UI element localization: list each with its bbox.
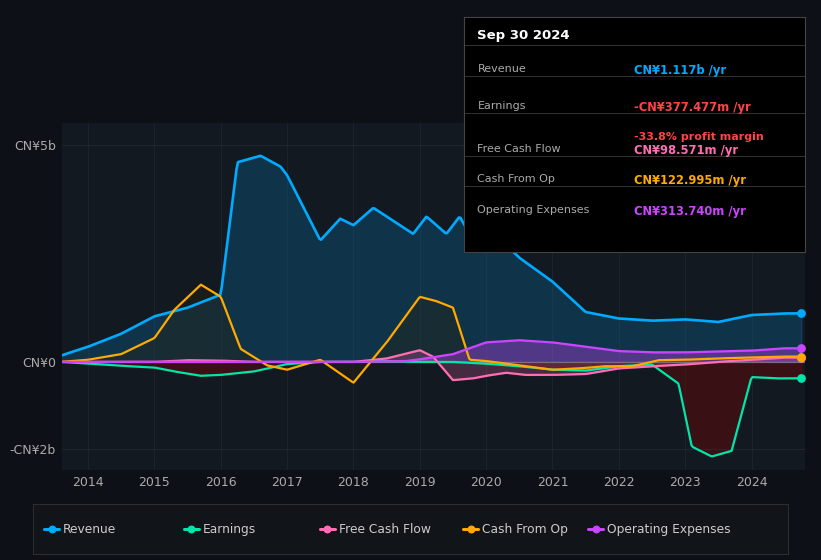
Text: Earnings: Earnings xyxy=(478,101,526,111)
Point xyxy=(795,344,808,353)
Text: Cash From Op: Cash From Op xyxy=(478,174,555,184)
Text: CN¥1.117b /yr: CN¥1.117b /yr xyxy=(635,64,727,77)
Text: -33.8% profit margin: -33.8% profit margin xyxy=(635,132,764,142)
Text: Free Cash Flow: Free Cash Flow xyxy=(478,144,561,154)
Point xyxy=(795,353,808,362)
Text: Cash From Op: Cash From Op xyxy=(482,522,568,536)
Point xyxy=(795,352,808,361)
Text: Operating Expenses: Operating Expenses xyxy=(607,522,731,536)
Point xyxy=(321,525,334,534)
Point xyxy=(589,525,602,534)
Text: Revenue: Revenue xyxy=(63,522,117,536)
Point xyxy=(185,525,198,534)
Text: Sep 30 2024: Sep 30 2024 xyxy=(478,29,570,41)
Text: CN¥122.995m /yr: CN¥122.995m /yr xyxy=(635,174,746,188)
Text: CN¥98.571m /yr: CN¥98.571m /yr xyxy=(635,144,738,157)
Text: CN¥313.740m /yr: CN¥313.740m /yr xyxy=(635,205,746,218)
Point xyxy=(795,309,808,318)
Point xyxy=(795,374,808,382)
Text: Earnings: Earnings xyxy=(203,522,256,536)
Text: Free Cash Flow: Free Cash Flow xyxy=(339,522,431,536)
Text: -CN¥377.477m /yr: -CN¥377.477m /yr xyxy=(635,101,751,114)
Point xyxy=(465,525,478,534)
Text: Revenue: Revenue xyxy=(478,64,526,74)
Point xyxy=(45,525,58,534)
Text: Operating Expenses: Operating Expenses xyxy=(478,205,589,215)
